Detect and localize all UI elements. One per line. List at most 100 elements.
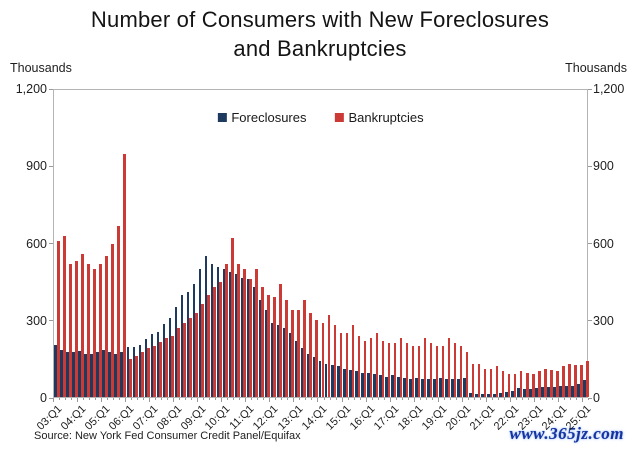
bar-foreclosures-q8: [102, 349, 106, 397]
bar-bankruptcies-q8: [105, 256, 108, 397]
bar-bankruptcies-q26: [213, 287, 216, 397]
bar-foreclosures-q76: [511, 390, 514, 397]
x-tick-44: [317, 398, 319, 402]
y-tick-left-300: [49, 320, 53, 322]
bar-foreclosures-q10: [114, 353, 118, 397]
plot-area: Foreclosures Bankruptcies: [53, 89, 589, 398]
chart-title: Number of Consumers with New Foreclosure…: [0, 5, 640, 63]
bar-foreclosures-q31: [240, 278, 244, 397]
bar-bankruptcies-q71: [483, 368, 487, 397]
x-tick-47: [335, 398, 337, 400]
x-axis-label-18:Q1: 18:Q1: [395, 403, 426, 433]
x-tick-67: [455, 398, 457, 400]
chart-title-line1: Number of Consumers with New Foreclosure…: [90, 7, 550, 32]
x-axis-label-11:Q1: 11:Q1: [227, 403, 257, 433]
bar-bankruptcies-q9: [111, 243, 114, 397]
x-tick-52: [365, 398, 367, 402]
x-tick-53: [371, 398, 373, 400]
x-tick-56: [389, 398, 391, 402]
bar-foreclosures-q44: [318, 361, 322, 397]
x-axis-label-21:Q1: 21:Q1: [467, 403, 498, 433]
x-axis-label-12:Q1: 12:Q1: [251, 403, 281, 433]
bar-foreclosures-q77: [517, 388, 520, 397]
x-tick-2: [65, 398, 67, 400]
bar-bankruptcies-q79: [531, 373, 535, 397]
x-tick-34: [257, 398, 259, 400]
x-tick-12: [125, 398, 127, 402]
x-tick-85: [563, 398, 565, 400]
x-axis-label-15:Q1: 15:Q1: [323, 403, 353, 433]
x-tick-8: [101, 398, 103, 402]
x-tick-9: [107, 398, 109, 400]
bar-bankruptcies-q45: [327, 315, 331, 397]
y-axis-label-right-1,200: 1,200: [593, 82, 625, 96]
x-tick-29: [227, 398, 229, 400]
bar-foreclosures-q38: [282, 327, 286, 397]
y-tick-left-1,200: [49, 88, 53, 90]
bar-foreclosures-q2: [66, 352, 69, 397]
bar-bankruptcies-q19: [171, 335, 174, 397]
x-tick-33: [251, 398, 253, 400]
bar-bankruptcies-q43: [315, 320, 319, 397]
bar-bankruptcies-q75: [507, 373, 511, 397]
x-axis-label-14:Q1: 14:Q1: [299, 403, 329, 433]
x-tick-50: [353, 398, 355, 400]
x-tick-4: [77, 398, 79, 402]
bar-bankruptcies-q65: [447, 338, 451, 397]
x-tick-73: [491, 398, 493, 400]
bar-bankruptcies-q34: [261, 287, 264, 397]
legend-label-bankruptcies: Bankruptcies: [348, 110, 424, 125]
bar-foreclosures-q35: [264, 310, 268, 397]
x-tick-13: [131, 398, 133, 400]
bar-bankruptcies-q37: [279, 284, 283, 397]
x-tick-37: [275, 398, 277, 400]
bar-foreclosures-q28: [222, 269, 226, 397]
x-axis-label-07:Q1: 07:Q1: [130, 403, 161, 433]
x-tick-28: [221, 398, 223, 402]
bar-bankruptcies-q49: [351, 325, 355, 397]
bar-foreclosures-q70: [475, 394, 478, 397]
bar-foreclosures-q45: [324, 363, 328, 397]
bar-bankruptcies-q39: [291, 310, 295, 397]
x-tick-81: [539, 398, 541, 400]
bar-bankruptcies-q80: [537, 371, 541, 397]
x-tick-59: [407, 398, 409, 400]
x-axis-label-04:Q1: 04:Q1: [58, 403, 89, 433]
bar-foreclosures-q39: [288, 333, 292, 397]
bar-bankruptcies-q29: [231, 238, 234, 397]
x-tick-46: [329, 398, 331, 400]
bar-foreclosures-q33: [252, 287, 256, 397]
bar-foreclosures-q42: [306, 353, 310, 397]
bar-foreclosures-q9: [108, 352, 112, 397]
bar-bankruptcies-q4: [81, 253, 84, 397]
bar-bankruptcies-q73: [495, 366, 499, 397]
bar-foreclosures-q3: [72, 352, 75, 397]
x-axis-label-13:Q1: 13:Q1: [275, 403, 305, 433]
x-tick-15: [143, 398, 145, 400]
bar-foreclosures-q64: [439, 377, 442, 397]
x-tick-43: [311, 398, 313, 400]
bar-foreclosures-q87: [577, 384, 580, 397]
x-tick-7: [95, 398, 97, 400]
x-tick-1: [59, 398, 60, 400]
bar-bankruptcies-q24: [201, 303, 204, 397]
bar-bankruptcies-q15: [147, 348, 150, 397]
bar-foreclosures-q66: [451, 379, 454, 397]
bar-foreclosures-q12: [126, 347, 130, 397]
y-axis-label-left-900: 900: [26, 159, 47, 174]
legend-item-bankruptcies: Bankruptcies: [334, 110, 424, 125]
x-tick-75: [503, 398, 505, 400]
x-tick-68: [461, 398, 463, 402]
x-tick-41: [299, 398, 301, 400]
x-tick-62: [425, 398, 427, 400]
bankruptcies-swatch-icon: [334, 113, 344, 122]
bar-foreclosures-q34: [258, 299, 262, 397]
bar-bankruptcies-q30: [237, 263, 240, 397]
x-tick-65: [443, 398, 445, 400]
bar-bankruptcies-q23: [195, 312, 198, 397]
bar-foreclosures-q32: [246, 279, 250, 397]
bar-bankruptcies-q87: [579, 365, 583, 397]
bar-foreclosures-q69: [469, 393, 472, 397]
x-tick-35: [263, 398, 265, 400]
x-tick-25: [203, 398, 205, 400]
